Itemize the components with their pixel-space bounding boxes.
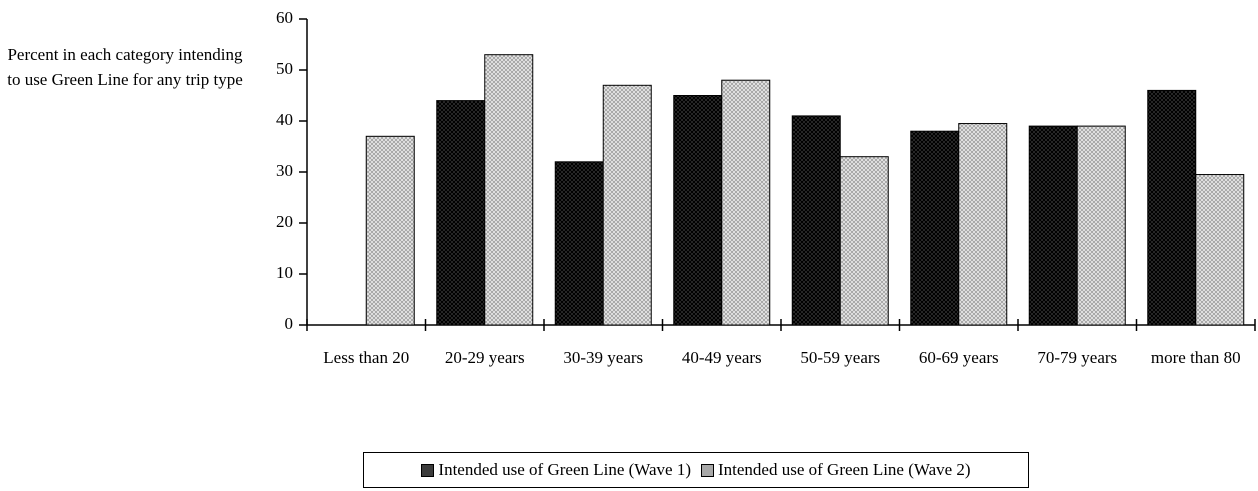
x-tick-label: 50-59 years: [800, 348, 881, 367]
legend-label: Intended use of Green Line (Wave 1): [438, 460, 691, 479]
bar: [839, 156, 889, 326]
bar: [1147, 89, 1197, 326]
bar: [602, 84, 652, 326]
bar: [721, 79, 771, 326]
bar: [673, 95, 723, 326]
x-tick-label: 60-69 years: [918, 348, 999, 367]
x-tick-label: Less than 20: [323, 348, 410, 367]
legend-label: Intended use of Green Line (Wave 2): [718, 460, 971, 479]
bar: [910, 130, 960, 326]
bar: [791, 115, 841, 326]
y-tick-label: 0: [285, 314, 294, 333]
bar: [365, 135, 415, 326]
y-tick-label: 30: [276, 161, 293, 180]
bar: [1195, 174, 1245, 326]
x-tick-label: more than 80: [1150, 348, 1241, 367]
legend-swatch: [701, 463, 714, 477]
legend-item: Intended use of Green Line (Wave 1): [421, 460, 691, 480]
x-tick-label: 20-29 years: [444, 348, 525, 367]
bar: [1028, 125, 1078, 326]
legend-swatch: [421, 463, 435, 477]
legend: Intended use of Green Line (Wave 1) Inten…: [363, 452, 1029, 488]
y-axis-label: Percent in each category intending to us…: [7, 45, 243, 89]
x-tick-label: 70-79 years: [1037, 348, 1118, 367]
legend-item: Intended use of Green Line (Wave 2): [701, 460, 971, 480]
bar: [1076, 125, 1126, 326]
bar: [958, 123, 1008, 326]
bar: [484, 54, 534, 326]
x-tick-label: 40-49 years: [681, 348, 762, 367]
y-tick-label: 50: [276, 59, 293, 78]
x-tick-label: 30-39 years: [563, 348, 644, 367]
y-tick-label: 10: [276, 263, 293, 282]
bar: [436, 100, 486, 326]
y-tick-label: 60: [276, 8, 293, 27]
y-tick-label: 40: [276, 110, 293, 129]
y-tick-label: 20: [276, 212, 293, 231]
bar: [554, 161, 604, 326]
